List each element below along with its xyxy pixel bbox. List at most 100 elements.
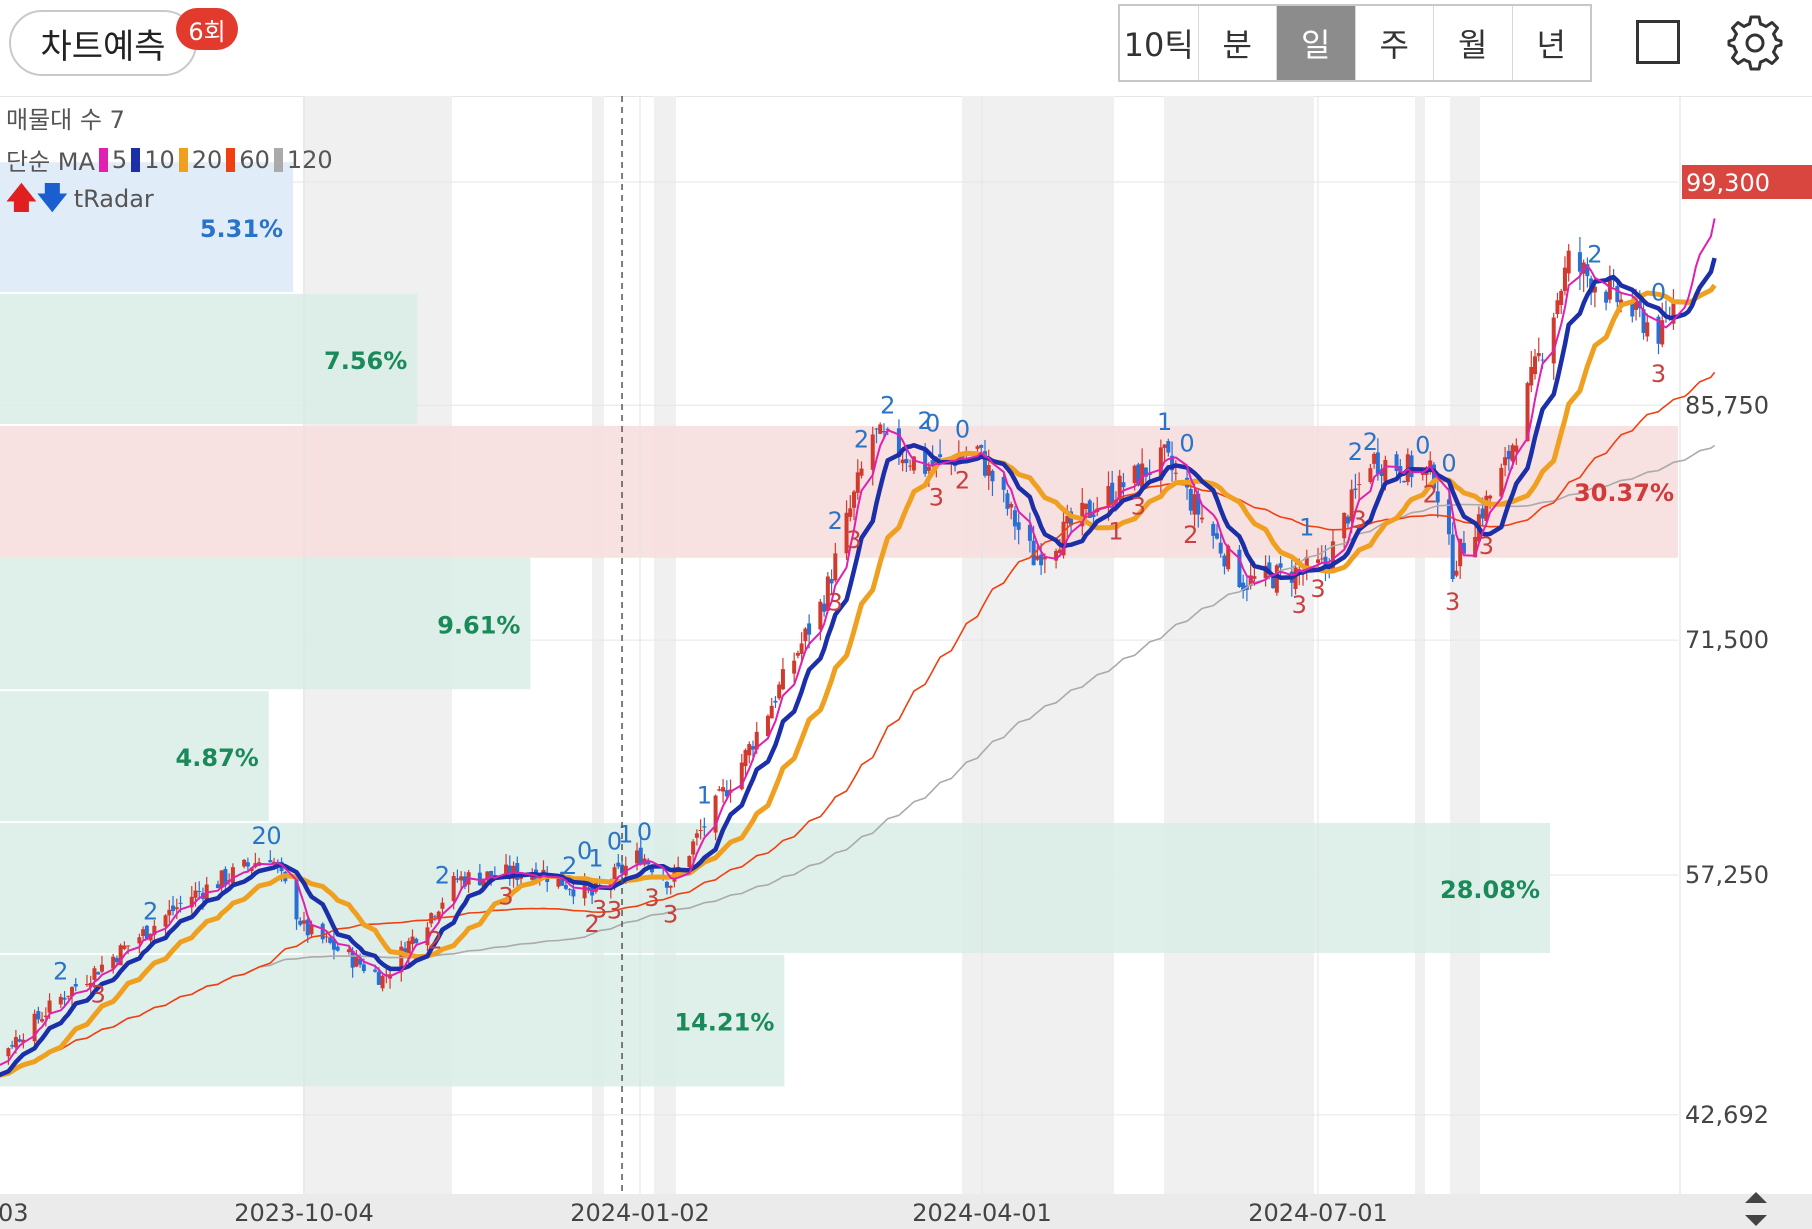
candle-body	[335, 946, 340, 951]
candle-body	[1192, 494, 1197, 515]
candle-body	[754, 731, 759, 750]
trough-marker-39: 2	[955, 466, 970, 494]
candle-body	[219, 870, 224, 888]
candle-body	[1166, 441, 1171, 453]
candle-body	[713, 795, 718, 833]
trough-marker-31: 2	[584, 910, 599, 938]
peak-marker-7: 1	[588, 844, 603, 872]
candle-body	[96, 972, 101, 975]
period-tab-10tick[interactable]: 10틱	[1120, 6, 1199, 80]
candle-body	[1054, 550, 1059, 561]
candle-body	[1211, 524, 1216, 536]
trough-marker-41: 3	[1131, 493, 1146, 521]
candle-body	[795, 652, 800, 656]
candle-body	[429, 913, 434, 924]
peak-marker-5: 2	[562, 852, 577, 880]
candle-body	[1091, 514, 1096, 518]
candle-body	[855, 472, 860, 493]
peak-marker-13: 2	[854, 425, 869, 453]
peak-marker-16: 0	[925, 409, 940, 437]
candle-body	[1027, 524, 1032, 541]
shaded-band-5	[1415, 96, 1425, 1194]
period-tab-month[interactable]: 월	[1434, 6, 1513, 80]
price-chart[interactable]: 2220220101012222001012200203323233333332…	[0, 96, 1812, 1229]
candle-body	[1001, 476, 1006, 490]
candle-body	[1503, 457, 1508, 466]
candle-body	[1136, 464, 1141, 486]
trough-marker-42: 2	[1183, 521, 1198, 549]
candle-body	[990, 470, 995, 482]
peak-marker-9: 1	[618, 821, 633, 849]
candle-body	[1375, 452, 1380, 474]
candle-body	[1592, 286, 1597, 293]
candle-body	[1383, 459, 1388, 481]
peak-marker-0: 2	[53, 958, 68, 986]
candle-body	[1319, 558, 1324, 560]
shaded-band-3	[962, 96, 1114, 1194]
candle-body	[268, 860, 273, 863]
candle-body	[582, 882, 587, 899]
chart-predict-button[interactable]: 차트예측 6회	[9, 8, 238, 76]
candle-body	[930, 460, 935, 466]
candle-body	[1514, 445, 1519, 452]
trough-marker-34: 3	[644, 884, 659, 912]
candle-body	[1394, 454, 1399, 472]
candle-body	[1585, 264, 1590, 277]
candle-body	[717, 789, 722, 791]
candle-body	[13, 1037, 18, 1048]
candle-body	[215, 884, 220, 889]
candle-body	[848, 508, 853, 517]
chart-area[interactable]: 2220220101012222001012200203323233333332…	[0, 96, 1812, 1229]
ma-20-line	[0, 283, 1717, 1078]
candle-body	[451, 876, 456, 902]
current-price-badge	[1682, 165, 1812, 199]
candle-body	[870, 434, 875, 470]
candle-body	[489, 870, 494, 877]
candle-body	[825, 576, 830, 611]
trough-marker-49: 3	[1651, 360, 1666, 388]
candle-body	[1559, 291, 1564, 306]
candle-body	[1454, 570, 1459, 576]
candle-body	[354, 955, 359, 967]
candle-body	[1158, 447, 1163, 481]
candle-body	[1330, 541, 1335, 573]
candle-body	[1039, 554, 1044, 566]
candle-body	[410, 936, 415, 945]
fullscreen-square-icon[interactable]	[1636, 20, 1680, 64]
candle-body	[126, 945, 131, 947]
candle-body	[638, 847, 643, 865]
candle-body	[137, 937, 142, 944]
gear-icon[interactable]	[1726, 14, 1784, 72]
candle-body	[881, 431, 886, 433]
chart-predict-label: 차트예측	[40, 26, 166, 67]
candle-body	[361, 964, 366, 972]
shaded-band-6	[1450, 96, 1480, 1194]
candle-body	[1551, 317, 1556, 364]
candle-body	[515, 863, 520, 880]
candle-body	[1402, 481, 1407, 483]
volume-profile-bar-0	[0, 162, 294, 293]
candle-body	[163, 915, 168, 927]
candle-body	[1529, 366, 1534, 386]
candle-body	[1162, 444, 1167, 448]
candle-body	[320, 923, 325, 940]
candle-body	[414, 938, 419, 943]
x-tick-label-1: 2023-10-04	[234, 1199, 373, 1227]
period-tab-year[interactable]: 년	[1536, 26, 1566, 64]
candle-body	[1263, 565, 1268, 579]
candle-body	[1009, 503, 1014, 508]
candle-body	[818, 601, 823, 630]
peak-marker-3: 0	[266, 822, 281, 850]
candle-body	[1200, 517, 1205, 520]
candle-body	[702, 826, 707, 828]
period-tab-week[interactable]: 주	[1356, 6, 1434, 80]
candle-body	[171, 905, 176, 911]
period-tab-day[interactable]: 일	[1277, 6, 1356, 80]
peak-marker-20: 1	[1299, 514, 1314, 542]
trough-marker-29: 2	[427, 927, 442, 955]
candle-body	[694, 833, 699, 838]
candle-body	[1484, 495, 1489, 522]
chart-toolbar: 차트예측 6회 10틱 분 일 주 월 년	[0, 0, 1812, 97]
period-tab-minute[interactable]: 분	[1199, 6, 1277, 80]
volume-profile-bar-2	[0, 425, 1678, 558]
